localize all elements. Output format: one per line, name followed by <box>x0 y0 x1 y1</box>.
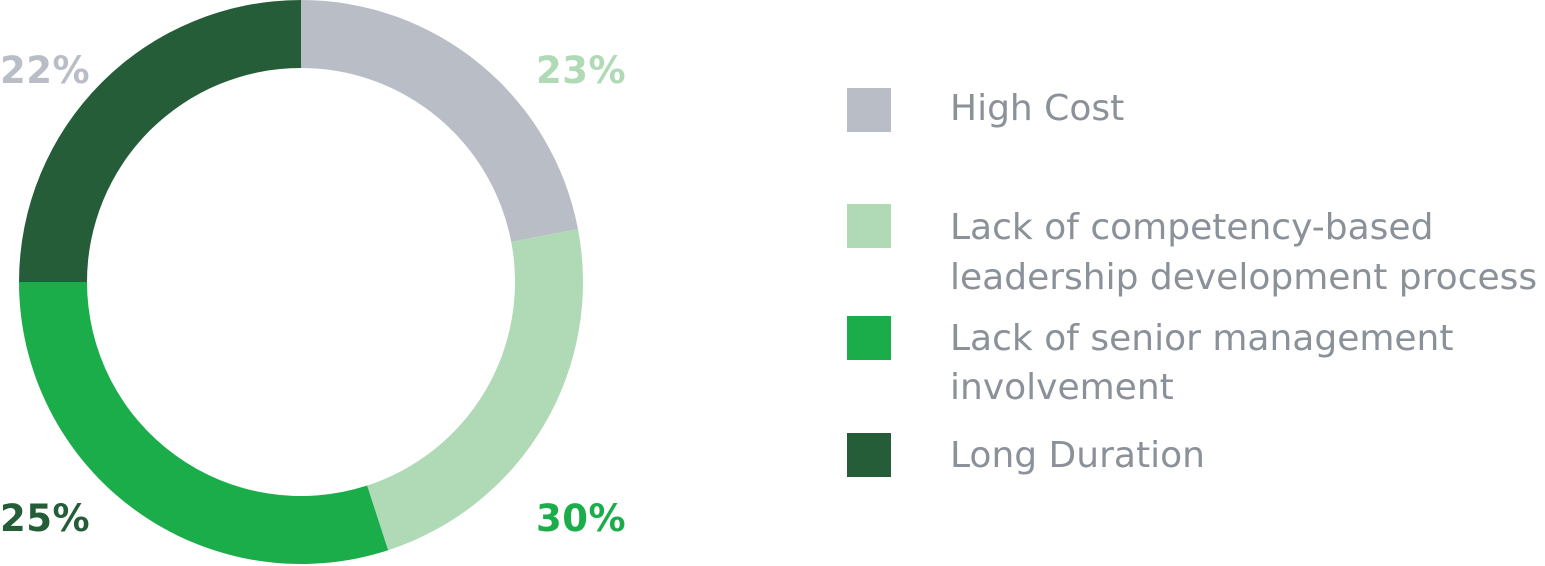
pct-label-lack-of-competency-based-leadership-development-process: 23% <box>536 49 626 92</box>
legend-item-high-cost: High Cost <box>847 88 1124 132</box>
donut-slices <box>19 0 583 565</box>
legend-label: leadership development process <box>950 257 1537 298</box>
slice-long-duration <box>19 0 301 282</box>
percentage-labels: 22% 23% 30% 25% <box>0 49 626 540</box>
legend-swatch <box>847 433 891 477</box>
legend-label: High Cost <box>950 88 1124 129</box>
legend-swatch <box>847 204 891 248</box>
pct-label-lack-of-senior-management-involvement: 30% <box>536 497 626 540</box>
slice-lack-of-senior-management-involvement <box>19 282 389 565</box>
legend-label: Lack of senior management <box>950 318 1454 359</box>
legend-label: involvement <box>950 367 1174 408</box>
slice-high-cost <box>301 0 579 242</box>
legend-label: Long Duration <box>950 435 1205 476</box>
slice-lack-of-competency-based-leadership-development-process <box>367 229 583 551</box>
pct-label-long-duration: 25% <box>0 497 90 540</box>
legend-item-long-duration: Long Duration <box>847 433 1205 477</box>
legend-item-lack-of-senior-management-involvement: Lack of senior management involvement <box>847 316 1454 408</box>
legend-swatch <box>847 316 891 360</box>
legend-item-lack-of-competency-based-leadership-development-process: Lack of competency-based leadership devel… <box>847 204 1537 298</box>
legend-swatch <box>847 88 891 132</box>
pct-label-high-cost: 22% <box>0 49 90 92</box>
legend: High Cost Lack of competency-based leaders… <box>847 88 1537 477</box>
legend-label: Lack of competency-based <box>950 207 1433 248</box>
